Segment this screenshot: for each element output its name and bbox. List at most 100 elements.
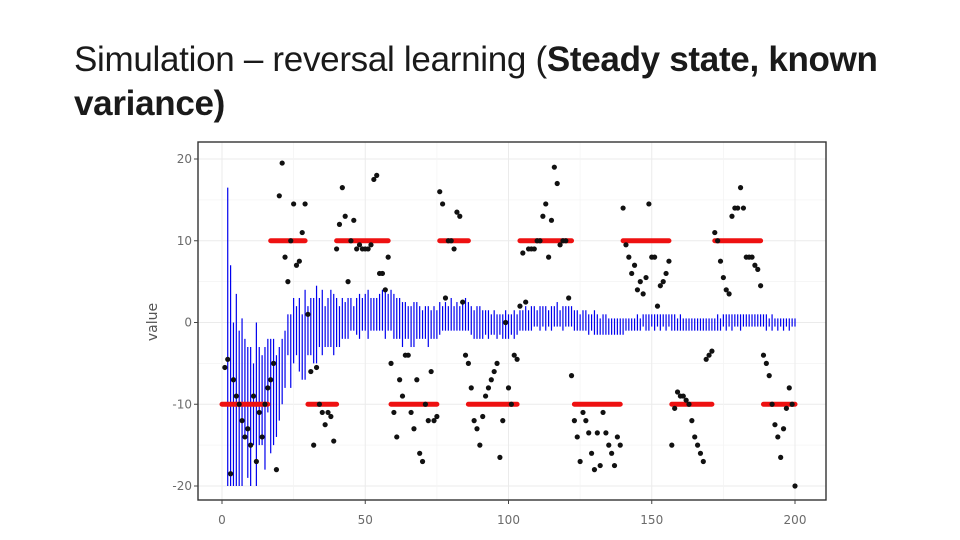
observation-point	[485, 385, 492, 391]
observation-point	[491, 368, 497, 375]
observation-point	[348, 238, 354, 244]
observation-point	[563, 238, 569, 244]
observation-point	[417, 450, 423, 456]
observation-point	[792, 483, 798, 489]
observation-point	[629, 270, 635, 277]
observation-point	[388, 360, 394, 366]
observation-point	[256, 409, 262, 416]
observation-point	[419, 458, 426, 465]
observation-point	[574, 434, 580, 440]
observation-point	[717, 258, 724, 264]
observation-point	[772, 422, 778, 428]
observation-point	[225, 356, 231, 362]
observation-point	[692, 434, 698, 440]
observation-point	[451, 246, 457, 252]
observation-point	[345, 279, 351, 285]
x-tick-label: 0	[218, 513, 226, 527]
observation-point	[609, 450, 615, 456]
observation-point	[566, 295, 572, 301]
observation-point	[288, 238, 294, 244]
y-tick-label: 10	[177, 234, 192, 248]
observation-point	[554, 180, 560, 187]
observation-point	[408, 409, 414, 416]
x-tick-labels: 0 50 100 150 200	[218, 500, 806, 527]
observation-point	[500, 418, 506, 424]
y-tick-label: -10	[172, 397, 192, 411]
observation-point	[365, 246, 371, 252]
observation-point	[617, 442, 623, 448]
y-tick-label: 20	[177, 152, 192, 166]
observation-point	[465, 360, 471, 366]
observation-point	[325, 409, 331, 416]
observation-point	[600, 409, 606, 416]
y-tick-labels: 20 10 0 -10 -20	[172, 152, 198, 493]
observation-point	[586, 430, 592, 436]
observation-point	[448, 238, 454, 244]
observation-point	[239, 418, 245, 424]
observation-point	[603, 430, 609, 436]
observation-point	[422, 401, 429, 407]
observation-point	[262, 401, 268, 407]
observation-point	[697, 450, 704, 456]
observation-point	[368, 242, 374, 248]
observation-point	[723, 287, 729, 293]
observation-point	[663, 270, 669, 277]
observation-point	[520, 250, 526, 256]
slide-title-bold: Steady state, known variance)	[74, 40, 878, 123]
observation-point	[511, 352, 517, 358]
observation-point	[462, 352, 469, 358]
observation-point	[273, 467, 280, 473]
observation-point	[631, 262, 638, 268]
observation-point	[726, 291, 732, 297]
observation-point	[236, 401, 242, 407]
observation-point	[259, 434, 265, 440]
observation-point	[305, 311, 311, 317]
observation-point	[282, 254, 288, 260]
observation-point	[268, 377, 274, 383]
observation-point	[654, 303, 661, 309]
x-tick-label: 100	[497, 513, 520, 527]
observation-point	[540, 213, 546, 219]
observation-point	[328, 413, 334, 420]
observation-point	[786, 385, 792, 391]
observation-point	[399, 393, 406, 399]
slide-title-regular: Simulation – reversal learning (	[74, 40, 547, 79]
observation-point	[394, 434, 400, 440]
observation-point	[299, 229, 305, 236]
observation-point	[672, 405, 678, 411]
observation-point	[488, 377, 494, 383]
observation-point	[623, 242, 629, 248]
observation-point	[546, 254, 552, 260]
observation-point	[296, 258, 302, 264]
observation-point	[626, 254, 632, 260]
observation-point	[382, 287, 388, 293]
observation-point	[508, 401, 514, 407]
observation-point	[270, 360, 277, 366]
observation-point	[700, 458, 706, 465]
observation-point	[514, 356, 520, 362]
observation-point	[440, 201, 446, 207]
observation-point	[354, 246, 360, 252]
observation-point	[457, 213, 463, 219]
observation-point	[454, 209, 460, 215]
observation-point	[302, 201, 308, 207]
observation-point	[666, 258, 672, 264]
observation-point	[657, 283, 663, 289]
observation-point	[735, 205, 741, 211]
observation-point	[548, 217, 555, 223]
estimate-layer	[227, 187, 796, 486]
observation-point	[265, 385, 271, 391]
observation-point	[471, 418, 477, 424]
observation-point	[660, 279, 666, 285]
observation-point	[250, 393, 257, 399]
observation-point	[646, 201, 652, 207]
observation-point	[351, 217, 357, 223]
observation-point	[503, 319, 509, 326]
observation-point	[437, 189, 443, 195]
observation-point	[494, 360, 500, 366]
observation-point	[789, 401, 795, 407]
observation-point	[652, 254, 658, 260]
observation-point	[339, 185, 345, 191]
observation-point	[222, 364, 228, 371]
observation-point	[778, 454, 784, 460]
